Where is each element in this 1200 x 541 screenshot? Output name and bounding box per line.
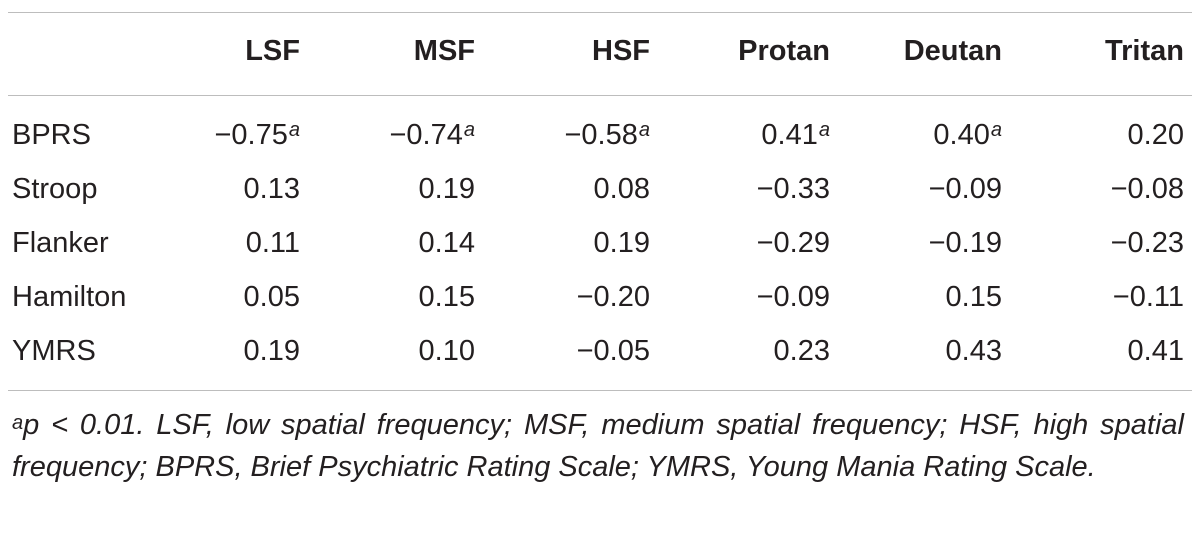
cell-value: 0.43 <box>945 335 1002 367</box>
cell-value: 0.11 <box>245 227 300 259</box>
column-header-msf: MSF <box>413 35 475 67</box>
table-cell-msf: 0.10 <box>419 324 475 378</box>
table-cell-deutan: 0.40a <box>933 108 1002 162</box>
table-cell-deutan: 0.15 <box>946 270 1002 324</box>
table-cell-protan: 0.23 <box>774 324 830 378</box>
table-cell-lsf: 0.19 <box>244 324 300 378</box>
cell-value: 0.05 <box>243 281 300 313</box>
cell-value: −0.08 <box>1110 173 1184 205</box>
table-row: BPRS −0.75a −0.74a −0.58a 0.41a 0.40a 0.20 <box>0 108 1200 162</box>
cell-value: −0.11 <box>1112 281 1184 313</box>
cell-value: −0.09 <box>756 281 830 313</box>
table-cell-tritan: −0.08 <box>1111 162 1184 216</box>
table-cell-lsf: 0.13 <box>244 162 300 216</box>
table-cell-protan: −0.09 <box>757 270 830 324</box>
cell-value: −0.33 <box>756 173 830 205</box>
cell-value: 0.23 <box>773 335 830 367</box>
footnote-text: p < 0.01. LSF, low spatial frequency; MS… <box>12 409 1184 483</box>
table-cell-lsf: 0.05 <box>244 270 300 324</box>
cell-value: 0.40 <box>933 119 990 151</box>
table-cell-tritan: 0.41 <box>1128 324 1184 378</box>
table-header-row: LSF MSF HSF Protan Deutan Tritan <box>0 24 1200 78</box>
cell-value: 0.19 <box>243 335 300 367</box>
table-footnote: ap < 0.01. LSF, low spatial frequency; M… <box>12 404 1184 488</box>
cell-value: −0.20 <box>576 281 650 313</box>
cell-value: 0.13 <box>243 173 300 205</box>
cell-value: 0.15 <box>945 281 1002 313</box>
table-cell-hsf: 0.19 <box>594 216 650 270</box>
significance-marker: a <box>638 119 650 141</box>
cell-value: −0.05 <box>576 335 650 367</box>
column-header-tritan: Tritan <box>1105 35 1184 67</box>
table-cell-protan: 0.41a <box>761 108 830 162</box>
table-cell-msf: −0.74a <box>389 108 475 162</box>
table-cell-deutan: −0.09 <box>929 162 1002 216</box>
table-row: Stroop 0.13 0.19 0.08 −0.33 −0.09 −0.08 <box>0 162 1200 216</box>
cell-value: −0.29 <box>756 227 830 259</box>
table-row: Flanker 0.11 0.14 0.19 −0.29 −0.19 −0.23 <box>0 216 1200 270</box>
table-cell-protan: −0.29 <box>757 216 830 270</box>
cell-value: −0.58 <box>564 119 638 151</box>
table-row: Hamilton 0.05 0.15 −0.20 −0.09 0.15 −0.11 <box>0 270 1200 324</box>
significance-marker: a <box>990 119 1002 141</box>
table-cell-hsf: −0.20 <box>577 270 650 324</box>
footnote-marker: a <box>12 412 24 434</box>
table-cell-deutan: −0.19 <box>929 216 1002 270</box>
table-cell-tritan: −0.11 <box>1113 270 1184 324</box>
cell-value: 0.08 <box>593 173 650 205</box>
table-cell-protan: −0.33 <box>757 162 830 216</box>
significance-marker: a <box>818 119 830 141</box>
cell-value: −0.74 <box>389 119 463 151</box>
significance-marker: a <box>288 119 300 141</box>
row-label: Flanker <box>12 227 109 259</box>
table-cell-msf: 0.15 <box>419 270 475 324</box>
table-cell-hsf: 0.08 <box>594 162 650 216</box>
row-label: BPRS <box>12 119 91 151</box>
table-cell-msf: 0.19 <box>419 162 475 216</box>
cell-value: 0.19 <box>418 173 475 205</box>
cell-value: −0.75 <box>214 119 288 151</box>
table-cell-msf: 0.14 <box>419 216 475 270</box>
cell-value: −0.19 <box>928 227 1002 259</box>
row-label: Stroop <box>12 173 98 205</box>
cell-value: 0.41 <box>1127 335 1184 367</box>
cell-value: −0.23 <box>1110 227 1184 259</box>
column-header-hsf: HSF <box>592 35 650 67</box>
table-cell-lsf: 0.11 <box>246 216 300 270</box>
column-header-lsf: LSF <box>245 35 300 67</box>
significance-marker: a <box>463 119 475 141</box>
column-header-protan: Protan <box>738 35 830 67</box>
table-row: YMRS 0.19 0.10 −0.05 0.23 0.43 0.41 <box>0 324 1200 378</box>
table-header-rule <box>8 95 1192 96</box>
cell-value: 0.19 <box>593 227 650 259</box>
table-cell-tritan: −0.23 <box>1111 216 1184 270</box>
table-cell-hsf: −0.58a <box>564 108 650 162</box>
cell-value: 0.41 <box>761 119 818 151</box>
cell-value: −0.09 <box>928 173 1002 205</box>
table-cell-deutan: 0.43 <box>946 324 1002 378</box>
row-label: YMRS <box>12 335 96 367</box>
cell-value: 0.20 <box>1127 119 1184 151</box>
row-label: Hamilton <box>12 281 127 313</box>
table-cell-hsf: −0.05 <box>577 324 650 378</box>
cell-value: 0.14 <box>418 227 475 259</box>
table-bottom-rule <box>8 390 1192 391</box>
table-top-rule <box>8 12 1192 13</box>
table-cell-tritan: 0.20 <box>1128 108 1184 162</box>
column-header-deutan: Deutan <box>903 35 1002 67</box>
table-cell-lsf: −0.75a <box>214 108 300 162</box>
cell-value: 0.15 <box>418 281 475 313</box>
cell-value: 0.10 <box>418 335 475 367</box>
